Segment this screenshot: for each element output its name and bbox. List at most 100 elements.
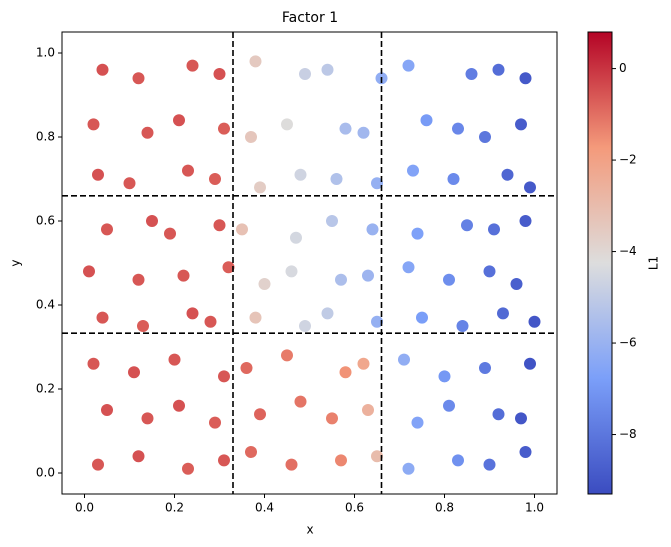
point — [438, 370, 451, 383]
point — [483, 265, 496, 278]
point — [479, 131, 491, 143]
point — [483, 458, 496, 471]
point — [137, 320, 149, 332]
point — [447, 173, 460, 185]
point — [123, 177, 136, 190]
point — [281, 118, 293, 131]
colorbar-tick-label: −4 — [619, 244, 637, 258]
y-tick-label: 0.8 — [36, 130, 55, 144]
point — [299, 320, 311, 332]
x-tick-label: 0.4 — [255, 501, 274, 515]
point — [515, 118, 527, 131]
point — [452, 454, 464, 467]
point — [141, 412, 154, 425]
colorbar-tick-label: −6 — [619, 336, 637, 350]
point — [128, 366, 140, 379]
x-axis-label: x — [306, 523, 313, 537]
point — [371, 315, 383, 328]
point — [402, 59, 415, 72]
colorbar-tick-label: −8 — [619, 427, 637, 441]
point — [411, 227, 424, 240]
point — [218, 370, 230, 383]
point — [402, 261, 415, 274]
point — [407, 164, 419, 177]
point — [443, 399, 455, 412]
point — [326, 412, 338, 425]
point — [92, 458, 104, 471]
point — [101, 404, 113, 416]
point — [465, 68, 478, 80]
point — [186, 59, 199, 72]
point — [321, 307, 334, 320]
point — [204, 315, 217, 328]
point — [362, 404, 374, 416]
point — [515, 412, 527, 425]
point — [497, 307, 509, 320]
point — [222, 261, 235, 274]
point — [209, 173, 221, 185]
point — [479, 362, 491, 374]
y-tick-label: 0.4 — [36, 298, 55, 312]
points — [83, 55, 541, 475]
point — [294, 168, 307, 181]
point — [299, 68, 311, 80]
point — [164, 227, 176, 240]
point — [173, 399, 185, 412]
x-tick-label: 0.2 — [165, 501, 184, 515]
x-tick-label: 0.6 — [345, 501, 364, 515]
point — [528, 315, 541, 328]
point — [173, 114, 185, 127]
point — [258, 278, 271, 290]
y-tick-label: 0.0 — [36, 466, 55, 480]
point — [488, 223, 500, 236]
point — [213, 68, 226, 80]
point — [285, 458, 298, 471]
colorbar-tick-label: 0 — [619, 61, 627, 75]
point — [96, 311, 109, 324]
y-axis-label: y — [9, 259, 23, 266]
point — [132, 273, 145, 286]
point — [524, 357, 536, 370]
point — [290, 231, 302, 244]
point — [510, 278, 523, 290]
point — [501, 168, 514, 181]
point — [330, 173, 343, 185]
chart-title: Factor 1 — [282, 10, 338, 26]
point — [285, 265, 298, 278]
point — [141, 126, 154, 139]
point — [335, 273, 347, 286]
point — [209, 416, 221, 429]
point — [519, 215, 532, 227]
x-tick-label: 1.0 — [525, 501, 544, 515]
point — [186, 307, 199, 320]
point — [245, 131, 257, 143]
point — [366, 223, 379, 236]
point — [132, 72, 145, 85]
point — [182, 164, 194, 177]
point — [240, 362, 253, 374]
point — [87, 357, 100, 370]
point — [249, 55, 262, 68]
point — [461, 219, 473, 232]
point — [168, 353, 181, 366]
y-tick-label: 0.2 — [36, 382, 55, 396]
point — [146, 215, 158, 227]
point — [524, 181, 536, 194]
point — [452, 122, 464, 135]
point — [339, 122, 352, 135]
point — [281, 349, 293, 362]
point — [321, 63, 334, 76]
point — [357, 357, 370, 370]
point — [92, 168, 104, 181]
point — [398, 353, 410, 366]
point — [402, 462, 415, 475]
colorbar — [587, 31, 613, 495]
point — [213, 219, 226, 232]
point — [218, 454, 230, 467]
point — [294, 395, 307, 408]
point — [96, 63, 109, 76]
point — [357, 126, 370, 139]
point — [245, 446, 257, 458]
point — [326, 215, 338, 227]
